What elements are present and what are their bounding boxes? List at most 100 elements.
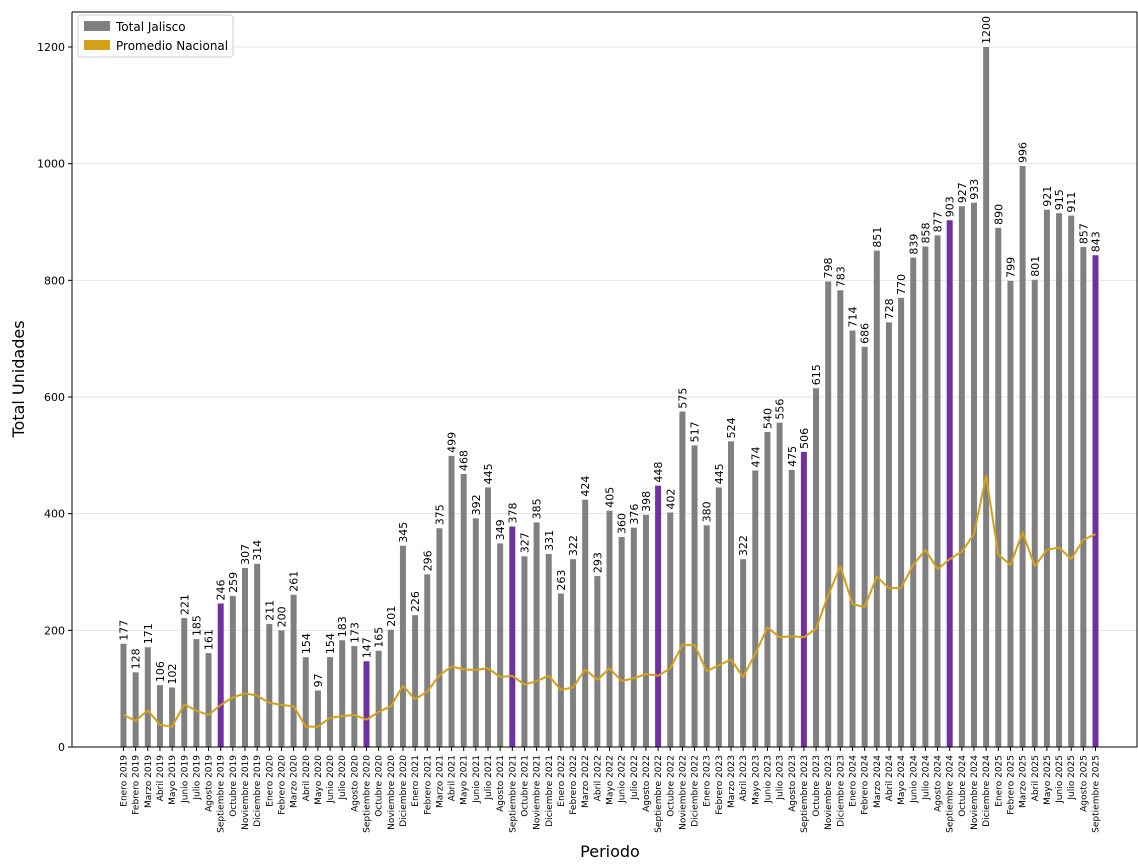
bar-label-mayo-2025: 921 — [1041, 186, 1054, 207]
bar-label-julio-2021: 445 — [482, 463, 495, 484]
bar-marzo-2020 — [290, 594, 297, 747]
bar-label-mayo-2020: 97 — [312, 673, 325, 687]
bar-febrero-2022 — [570, 559, 577, 747]
x-tick-label-mayo-2025: Mayo 2025 — [1043, 755, 1053, 805]
bar-label-mayo-2023: 474 — [749, 447, 762, 468]
y-tick-label-200: 200 — [44, 624, 65, 637]
bar-label-febrero-2024: 686 — [859, 323, 872, 344]
bar-label-abril-2025: 801 — [1029, 256, 1042, 277]
x-tick-label-septiembre-2022: Septiembre 2022 — [654, 755, 664, 833]
bar-octubre-2019 — [229, 595, 236, 747]
bar-octubre-2020 — [375, 650, 382, 747]
x-tick-label-junio-2021: Junio 2021 — [472, 755, 482, 804]
bar-label-marzo-2024: 851 — [871, 227, 884, 248]
bar-label-octubre-2019: 259 — [227, 572, 240, 593]
bar-diciembre-2020 — [399, 545, 406, 747]
x-tick-label-junio-2020: Junio 2020 — [326, 755, 336, 804]
bar-septiembre-2024 — [946, 220, 953, 747]
bar-abril-2021 — [448, 455, 455, 747]
x-tick-label-octubre-2022: Octubre 2022 — [666, 755, 676, 817]
x-tick-label-enero-2024: Enero 2024 — [849, 755, 859, 807]
x-tick-label-agosto-2020: Agosto 2020 — [350, 755, 360, 812]
bar-octubre-2023 — [813, 388, 820, 747]
x-tick-label-junio-2019: Junio 2019 — [180, 755, 190, 804]
bar-label-abril-2020: 154 — [300, 633, 313, 654]
x-tick-label-agosto-2019: Agosto 2019 — [205, 755, 215, 812]
bar-label-agosto-2025: 857 — [1077, 223, 1090, 244]
x-tick-label-diciembre-2023: Diciembre 2023 — [836, 755, 846, 827]
bar-label-octubre-2022: 402 — [664, 489, 677, 510]
y-tick-label-1200: 1200 — [37, 41, 65, 54]
legend-label-total-jalisco: Total Jalisco — [115, 20, 186, 34]
x-tick-label-septiembre-2021: Septiembre 2021 — [508, 755, 518, 833]
x-tick-label-agosto-2021: Agosto 2021 — [496, 755, 506, 812]
x-tick-label-junio-2024: Junio 2024 — [909, 755, 919, 804]
bar-julio-2019 — [193, 639, 200, 747]
bar-label-junio-2020: 154 — [324, 633, 337, 654]
bar-junio-2021 — [472, 518, 479, 747]
x-tick-label-octubre-2020: Octubre 2020 — [375, 755, 385, 817]
bar-marzo-2023 — [728, 441, 734, 747]
bar-label-enero-2024: 714 — [847, 307, 860, 328]
bar-label-enero-2019: 177 — [118, 620, 131, 641]
bar-julio-2025 — [1068, 215, 1075, 748]
bar-label-agosto-2022: 398 — [640, 491, 653, 512]
legend-swatch-total-jalisco — [84, 21, 110, 31]
y-tick-label-400: 400 — [44, 508, 65, 521]
x-tick-label-agosto-2023: Agosto 2023 — [788, 755, 798, 812]
bar-diciembre-2022 — [691, 445, 698, 747]
x-tick-label-septiembre-2024: Septiembre 2024 — [946, 755, 956, 833]
bar-enero-2025 — [995, 227, 1002, 748]
series-line-promedio-nacional — [123, 474, 1096, 728]
bar-label-marzo-2023: 524 — [725, 417, 738, 438]
bar-label-noviembre-2024: 933 — [968, 179, 981, 200]
x-tick-label-mayo-2024: Mayo 2024 — [897, 755, 907, 805]
bar-label-julio-2024: 858 — [919, 223, 932, 244]
bar-julio-2023 — [776, 422, 783, 747]
bar-enero-2021 — [412, 615, 419, 747]
bar-mayo-2021 — [460, 474, 467, 747]
bar-label-mayo-2019: 102 — [166, 664, 179, 685]
bar-abril-2022 — [594, 576, 601, 747]
bar-febrero-2021 — [424, 574, 431, 747]
bar-label-septiembre-2023: 506 — [798, 428, 811, 449]
bar-abril-2024 — [885, 322, 892, 747]
x-tick-label-enero-2023: Enero 2023 — [703, 755, 713, 807]
bar-label-noviembre-2020: 201 — [385, 606, 398, 627]
bar-label-diciembre-2019: 314 — [251, 540, 264, 561]
x-tick-label-septiembre-2020: Septiembre 2020 — [363, 755, 373, 833]
bar-agosto-2024 — [934, 235, 941, 747]
bar-mayo-2024 — [898, 297, 905, 747]
bar-diciembre-2021 — [545, 553, 552, 747]
x-tick-label-diciembre-2019: Diciembre 2019 — [253, 755, 263, 827]
bar-noviembre-2020 — [387, 629, 394, 747]
x-tick-label-noviembre-2020: Noviembre 2020 — [387, 755, 397, 830]
bar-label-diciembre-2022: 517 — [689, 421, 702, 442]
bar-marzo-2021 — [436, 528, 443, 747]
bar-label-febrero-2019: 128 — [130, 648, 143, 669]
bar-diciembre-2024 — [983, 47, 990, 747]
bar-enero-2023 — [703, 525, 710, 747]
bar-febrero-2025 — [1007, 280, 1014, 747]
legend-swatch-promedio-nacional — [84, 40, 110, 50]
legend-frame — [77, 14, 234, 58]
y-tick-label-1000: 1000 — [37, 158, 65, 171]
x-tick-label-junio-2023: Junio 2023 — [763, 755, 773, 804]
bar-septiembre-2021 — [509, 526, 516, 747]
x-tick-label-agosto-2025: Agosto 2025 — [1079, 755, 1089, 812]
x-tick-label-octubre-2024: Octubre 2024 — [958, 755, 968, 817]
bar-label-noviembre-2023: 798 — [822, 258, 835, 279]
bar-agosto-2025 — [1080, 247, 1087, 748]
bar-label-octubre-2021: 327 — [518, 532, 531, 553]
bar-label-mayo-2021: 468 — [458, 450, 471, 471]
x-tick-label-agosto-2024: Agosto 2024 — [934, 755, 944, 812]
bar-junio-2019 — [181, 618, 188, 747]
x-tick-label-noviembre-2019: Noviembre 2019 — [241, 755, 251, 830]
bar-label-abril-2021: 499 — [446, 432, 459, 453]
bar-label-enero-2021: 226 — [409, 591, 422, 612]
x-tick-label-enero-2020: Enero 2020 — [265, 755, 275, 807]
x-tick-label-diciembre-2024: Diciembre 2024 — [982, 755, 992, 827]
bar-septiembre-2025 — [1092, 255, 1099, 747]
x-axis-title: Periodo — [580, 842, 640, 861]
